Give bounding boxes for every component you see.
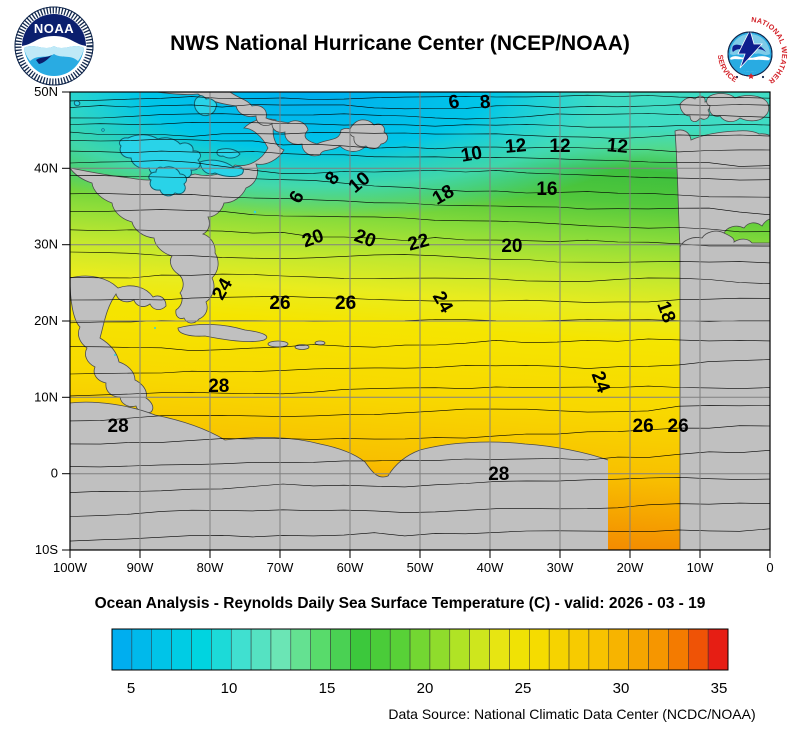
svg-text:20W: 20W [617,560,644,575]
svg-text:10S: 10S [35,542,58,557]
svg-text:28: 28 [488,464,509,485]
svg-text:Ocean Analysis - Reynolds Dail: Ocean Analysis - Reynolds Daily Sea Surf… [95,595,706,612]
svg-text:15: 15 [319,680,336,697]
svg-text:26: 26 [269,293,290,314]
svg-text:90W: 90W [127,560,154,575]
svg-text:20N: 20N [34,313,58,328]
svg-text:0: 0 [766,560,773,575]
svg-text:12: 12 [504,135,527,158]
svg-text:5: 5 [127,680,135,697]
svg-text:26: 26 [668,416,689,437]
svg-text:12: 12 [549,136,570,157]
svg-text:60W: 60W [337,560,364,575]
svg-text:30: 30 [613,680,630,697]
svg-text:40W: 40W [477,560,504,575]
svg-text:80W: 80W [197,560,224,575]
svg-text:25: 25 [515,680,532,697]
svg-text:20: 20 [417,680,434,697]
svg-text:40N: 40N [34,160,58,175]
svg-text:10W: 10W [687,560,714,575]
svg-text:50N: 50N [34,84,58,99]
svg-text:70W: 70W [267,560,294,575]
svg-text:100W: 100W [53,560,88,575]
svg-text:10N: 10N [34,389,58,404]
svg-text:26: 26 [633,416,654,437]
svg-text:8: 8 [479,92,491,114]
svg-text:20: 20 [501,236,522,257]
svg-text:26: 26 [335,293,356,314]
svg-text:30N: 30N [34,237,58,252]
svg-text:35: 35 [711,680,728,697]
svg-text:Data Source: National Climatic: Data Source: National Climatic Data Cent… [388,706,755,722]
svg-text:12: 12 [606,135,629,158]
svg-text:16: 16 [536,179,557,200]
svg-text:28: 28 [208,376,229,397]
svg-text:50W: 50W [407,560,434,575]
svg-text:30W: 30W [547,560,574,575]
svg-text:0: 0 [51,466,58,481]
svg-text:10: 10 [459,142,483,166]
svg-text:28: 28 [108,416,129,437]
svg-text:10: 10 [221,680,238,697]
